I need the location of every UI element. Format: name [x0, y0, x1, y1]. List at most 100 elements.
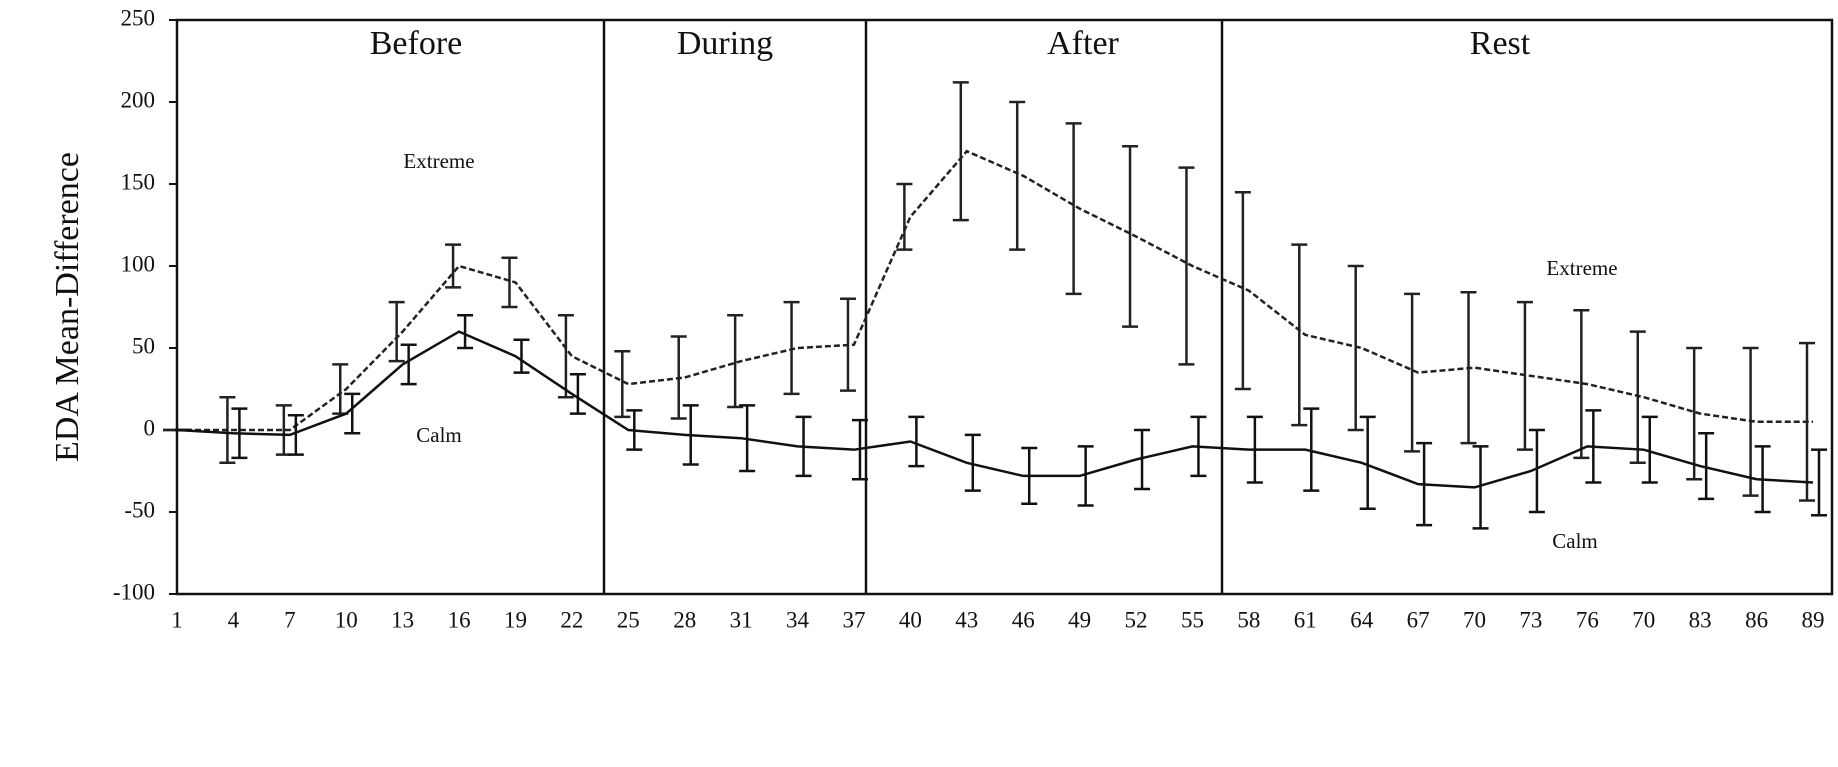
x-tick-label: 34: [786, 607, 810, 632]
y-tick-label: 250: [121, 5, 156, 30]
series-label: Extreme: [403, 149, 474, 173]
x-tick-label: 46: [1012, 607, 1035, 632]
error-bar: [1528, 428, 1545, 514]
x-tick-label: 19: [504, 607, 527, 632]
x-tick-label: 37: [842, 607, 865, 632]
error-bar: [513, 338, 530, 374]
error-bar: [1347, 264, 1364, 432]
error-bar: [1811, 448, 1827, 517]
phase-label: Before: [370, 25, 463, 62]
error-bar: [1573, 309, 1590, 460]
error-bar: [1472, 445, 1489, 530]
x-tick-label: 10: [335, 607, 358, 632]
x-tick-label: 52: [1125, 607, 1148, 632]
phase-label: Rest: [1470, 25, 1531, 62]
error-bar: [1742, 346, 1759, 497]
series-line: [176, 330, 1814, 489]
error-bar: [1516, 300, 1533, 451]
error-bar: [1460, 290, 1477, 445]
plot-frame: [175, 18, 1834, 596]
error-bar: [501, 256, 518, 309]
error-bar: [964, 433, 981, 492]
error-bar: [400, 343, 417, 386]
error-bar: [1178, 166, 1195, 366]
x-tick-label: 89: [1802, 607, 1825, 632]
error-bar: [388, 300, 405, 363]
y-tick-label: 0: [144, 415, 156, 440]
y-tick-label: -50: [124, 497, 155, 522]
series-label: Extreme: [1546, 256, 1617, 280]
error-bar: [557, 313, 574, 399]
x-tick-label: 73: [1519, 607, 1542, 632]
error-bar: [839, 297, 856, 392]
y-tick-label: 50: [132, 333, 155, 358]
x-tick-label: 61: [1294, 607, 1317, 632]
y-tick-label: 100: [121, 251, 156, 276]
error-bar: [219, 395, 236, 465]
error-bar: [1404, 292, 1421, 453]
x-tick-label: 86: [1745, 607, 1768, 632]
error-bar: [1686, 346, 1703, 481]
error-bar: [739, 404, 756, 473]
error-bar: [1065, 122, 1082, 296]
y-tick-label: 150: [121, 169, 156, 194]
x-tick-label: 70: [1463, 607, 1486, 632]
error-bar: [1359, 415, 1376, 510]
error-bar: [670, 335, 687, 420]
y-axis-title: EDA Mean-Difference: [49, 152, 86, 462]
error-bar: [1246, 415, 1263, 484]
error-bar: [952, 81, 969, 222]
error-bar: [614, 350, 631, 419]
phase-label: During: [677, 25, 773, 62]
x-tick-label: 7: [284, 607, 296, 632]
x-tick-label: 22: [560, 607, 583, 632]
phase-label: After: [1047, 25, 1119, 62]
series-label: Calm: [1552, 529, 1598, 553]
error-bar: [1698, 432, 1715, 501]
x-tick-label: 16: [448, 607, 471, 632]
x-tick-label: 13: [391, 607, 414, 632]
error-bar: [287, 413, 304, 456]
error-bar: [445, 243, 462, 289]
error-bar: [908, 415, 925, 468]
x-tick-label: 25: [617, 607, 640, 632]
error-bar: [896, 182, 913, 251]
x-tick-label: 70: [1632, 607, 1655, 632]
error-bar: [457, 313, 474, 350]
series-label: Calm: [416, 423, 462, 447]
series-line: [177, 149, 1813, 432]
error-bar: [344, 392, 361, 435]
error-bar: [783, 300, 800, 396]
error-bar: [1585, 409, 1602, 484]
error-bar: [1190, 415, 1207, 478]
error-bar: [1077, 445, 1094, 507]
error-bar: [851, 418, 868, 481]
x-tick-label: 58: [1237, 607, 1260, 632]
error-bar: [1009, 100, 1026, 251]
error-bar: [1122, 145, 1139, 328]
error-bar: [727, 313, 744, 409]
x-tick-label: 4: [228, 607, 240, 632]
error-bar: [1303, 407, 1320, 492]
error-bar: [569, 372, 586, 415]
x-tick-label: 40: [899, 607, 922, 632]
x-tick-label: 31: [730, 607, 753, 632]
error-bar: [1416, 441, 1433, 527]
error-bar: [1134, 428, 1151, 491]
error-bar: [231, 407, 248, 460]
y-tick-label: -100: [113, 579, 155, 604]
error-bar: [1021, 446, 1038, 506]
x-tick-label: 1: [171, 607, 183, 632]
x-tick-label: 76: [1576, 607, 1599, 632]
error-bar: [1234, 190, 1251, 391]
error-bar: [1629, 330, 1646, 465]
error-bar: [1754, 445, 1771, 514]
x-tick-label: 67: [1407, 607, 1430, 632]
x-tick-label: 55: [1181, 607, 1204, 632]
error-bar: [795, 415, 812, 478]
error-bar: [1641, 415, 1658, 484]
x-tick-label: 83: [1689, 607, 1712, 632]
error-bar: [682, 404, 699, 466]
x-tick-label: 28: [673, 607, 696, 632]
